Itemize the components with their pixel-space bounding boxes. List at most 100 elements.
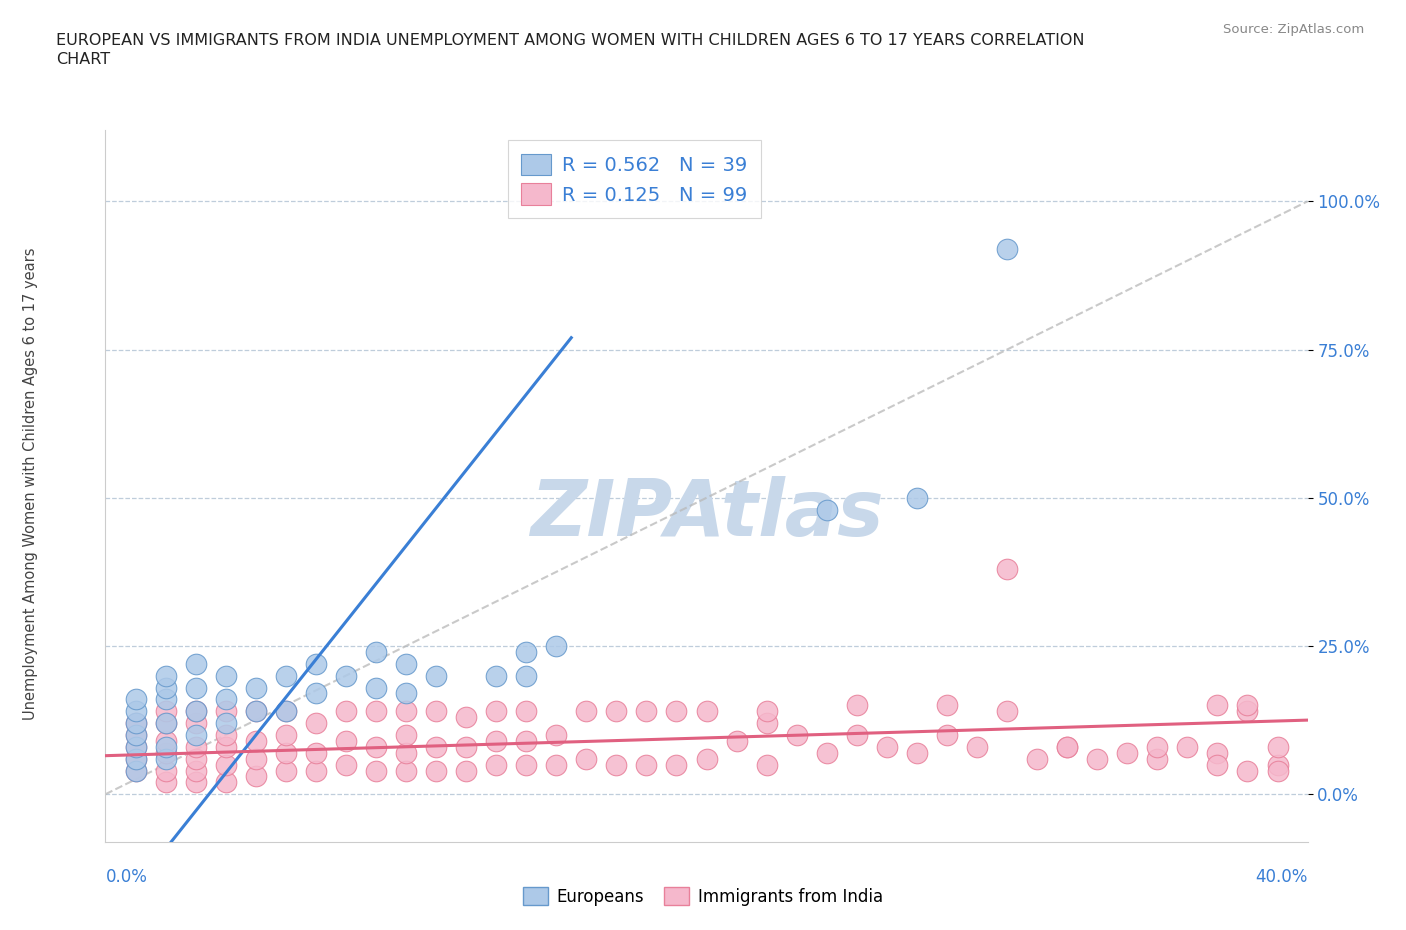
Point: [274, 704, 297, 719]
Point: [214, 757, 236, 772]
Point: [155, 680, 177, 695]
Point: [995, 562, 1018, 577]
Point: [1146, 739, 1168, 754]
Point: [905, 745, 928, 760]
Point: [966, 739, 988, 754]
Point: [124, 716, 146, 731]
Point: [905, 490, 928, 505]
Point: [124, 692, 146, 707]
Point: [155, 751, 177, 766]
Point: [155, 668, 177, 683]
Point: [124, 751, 146, 766]
Point: [274, 704, 297, 719]
Text: Source: ZipAtlas.com: Source: ZipAtlas.com: [1223, 23, 1364, 36]
Point: [485, 757, 508, 772]
Point: [155, 739, 177, 754]
Point: [515, 734, 537, 749]
Point: [184, 727, 207, 742]
Point: [515, 704, 537, 719]
Point: [155, 775, 177, 790]
Point: [184, 704, 207, 719]
Point: [546, 757, 568, 772]
Point: [1236, 704, 1258, 719]
Point: [696, 704, 718, 719]
Point: [274, 745, 297, 760]
Point: [1267, 739, 1289, 754]
Point: [755, 704, 778, 719]
Point: [815, 745, 838, 760]
Point: [755, 757, 778, 772]
Point: [305, 657, 328, 671]
Point: [1236, 763, 1258, 777]
Point: [184, 751, 207, 766]
Point: [214, 692, 236, 707]
Point: [274, 668, 297, 683]
Point: [214, 727, 236, 742]
Point: [184, 739, 207, 754]
Point: [335, 704, 357, 719]
Point: [124, 763, 146, 777]
Point: [214, 739, 236, 754]
Point: [184, 657, 207, 671]
Point: [274, 763, 297, 777]
Point: [155, 734, 177, 749]
Point: [1206, 698, 1229, 712]
Point: [124, 716, 146, 731]
Point: [1206, 757, 1229, 772]
Point: [425, 668, 447, 683]
Point: [364, 644, 387, 659]
Point: [485, 668, 508, 683]
Point: [364, 763, 387, 777]
Point: [1056, 739, 1078, 754]
Point: [1175, 739, 1198, 754]
Point: [335, 734, 357, 749]
Point: [155, 704, 177, 719]
Point: [546, 727, 568, 742]
Point: [395, 704, 418, 719]
Point: [1146, 751, 1168, 766]
Point: [1206, 745, 1229, 760]
Point: [335, 757, 357, 772]
Point: [124, 727, 146, 742]
Point: [515, 644, 537, 659]
Point: [636, 757, 658, 772]
Point: [425, 763, 447, 777]
Point: [245, 680, 267, 695]
Point: [305, 763, 328, 777]
Point: [725, 734, 748, 749]
Point: [274, 727, 297, 742]
Point: [1056, 739, 1078, 754]
Text: 40.0%: 40.0%: [1256, 868, 1308, 885]
Point: [454, 710, 477, 724]
Text: EUROPEAN VS IMMIGRANTS FROM INDIA UNEMPLOYMENT AMONG WOMEN WITH CHILDREN AGES 6 : EUROPEAN VS IMMIGRANTS FROM INDIA UNEMPL…: [56, 33, 1085, 67]
Text: 0.0%: 0.0%: [105, 868, 148, 885]
Point: [1236, 698, 1258, 712]
Legend: R = 0.562   N = 39, R = 0.125   N = 99: R = 0.562 N = 39, R = 0.125 N = 99: [508, 140, 761, 219]
Point: [845, 727, 868, 742]
Point: [214, 668, 236, 683]
Point: [155, 763, 177, 777]
Point: [696, 751, 718, 766]
Point: [845, 698, 868, 712]
Point: [124, 704, 146, 719]
Point: [155, 716, 177, 731]
Point: [124, 739, 146, 754]
Point: [155, 745, 177, 760]
Point: [214, 716, 236, 731]
Point: [364, 680, 387, 695]
Point: [605, 757, 627, 772]
Point: [425, 704, 447, 719]
Point: [936, 727, 959, 742]
Point: [124, 739, 146, 754]
Point: [364, 739, 387, 754]
Point: [184, 763, 207, 777]
Point: [936, 698, 959, 712]
Point: [515, 668, 537, 683]
Point: [515, 757, 537, 772]
Point: [485, 734, 508, 749]
Point: [876, 739, 898, 754]
Point: [184, 716, 207, 731]
Point: [395, 745, 418, 760]
Point: [575, 704, 598, 719]
Point: [454, 763, 477, 777]
